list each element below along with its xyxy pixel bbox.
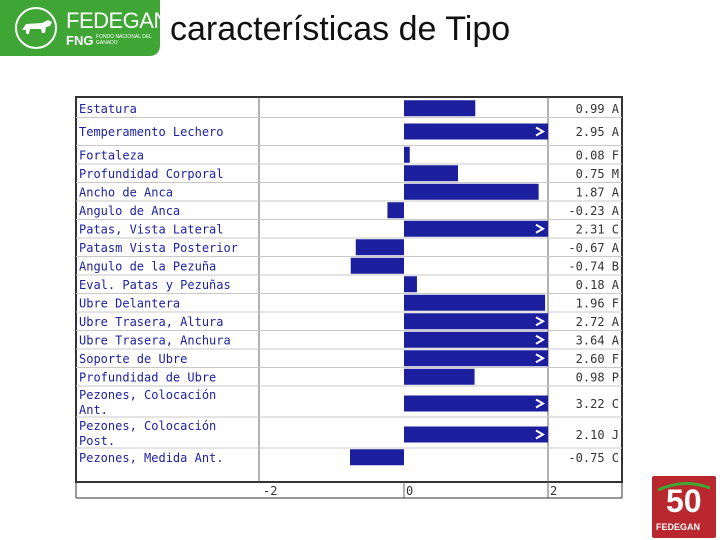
row-value: -0.67 A xyxy=(568,241,619,255)
row-label: Estatura xyxy=(79,102,137,116)
row-value: 0.98 P xyxy=(576,370,619,384)
row-value: 1.87 A xyxy=(576,185,620,199)
row-value: 2.60 F xyxy=(576,352,619,366)
bar xyxy=(404,350,548,367)
anniversary-number: 50 xyxy=(666,483,702,519)
row-label: Profundidad Corporal xyxy=(79,167,224,181)
logo-brand-text: FEDEGAN xyxy=(66,8,169,33)
chart-frame xyxy=(75,96,623,483)
overflow-arrow-icon xyxy=(535,126,546,137)
fedegan-logo: FEDEGAN FNG FONDO NACIONAL DEL GANADO xyxy=(0,0,169,56)
row-label: Fortaleza xyxy=(79,148,144,162)
bar xyxy=(355,239,404,256)
page-title: características de Tipo xyxy=(170,10,511,48)
bar xyxy=(350,257,404,274)
row-value: 3.22 C xyxy=(576,397,619,411)
overflow-arrow-icon xyxy=(535,223,546,234)
row-label: Patas, Vista Lateral xyxy=(79,222,224,236)
overflow-arrow-icon xyxy=(535,316,546,327)
row-value: 0.75 M xyxy=(576,167,619,181)
overflow-arrow-icon xyxy=(535,353,546,364)
anniversary-swoosh xyxy=(657,482,711,492)
row-label: Profundidad de Ubre xyxy=(79,370,216,384)
row-value: 2.10 J xyxy=(576,428,619,442)
row-value: 2.31 C xyxy=(576,222,619,236)
anniversary-logo: 50 FEDEGAN xyxy=(652,476,716,538)
bar xyxy=(404,313,548,330)
bar xyxy=(404,123,548,140)
bar xyxy=(404,368,475,385)
row-label: Eval. Patas y Pezuñas xyxy=(79,278,231,292)
bar xyxy=(404,100,476,117)
bar xyxy=(404,395,548,412)
x-tick-label: -2 xyxy=(263,484,277,498)
anniversary-text: FEDEGAN xyxy=(656,522,701,532)
row-label: Ubre Trasera, Anchura xyxy=(79,333,231,347)
bar xyxy=(404,276,417,293)
bar xyxy=(350,449,404,466)
bar xyxy=(404,220,548,237)
bar xyxy=(404,183,539,200)
logo-sub-small-text: FONDO NACIONAL DEL GANADO xyxy=(96,34,152,46)
bar xyxy=(404,331,548,348)
row-label: Pezones, Medida Ant. xyxy=(79,451,224,465)
row-label: Angulo de Anca xyxy=(79,204,180,218)
bar xyxy=(404,146,410,163)
row-label: Ubre Delantera xyxy=(79,296,180,310)
row-value: -0.74 B xyxy=(568,259,619,273)
row-value: 0.99 A xyxy=(576,102,620,116)
overflow-arrow-icon xyxy=(535,398,546,409)
row-value: -0.75 C xyxy=(568,451,619,465)
row-value: 2.95 A xyxy=(576,125,620,139)
row-label: Ancho de Anca xyxy=(79,185,173,199)
row-value: 1.96 F xyxy=(576,296,619,310)
overflow-arrow-icon xyxy=(535,334,546,345)
x-tick-label: 0 xyxy=(406,484,413,498)
overflow-arrow-icon xyxy=(535,429,546,440)
row-label: Pezones, Colocación Post. xyxy=(79,419,216,448)
row-value: 0.08 F xyxy=(576,148,619,162)
row-value: -0.23 A xyxy=(568,204,619,218)
row-label: Angulo de la Pezuña xyxy=(79,259,216,273)
row-label: Pezones, Colocación Ant. xyxy=(79,388,216,417)
bar xyxy=(387,202,404,219)
x-tick-label: 2 xyxy=(550,484,557,498)
row-label: Soporte de Ubre xyxy=(79,352,187,366)
row-value: 0.18 A xyxy=(576,278,620,292)
row-value: 2.72 A xyxy=(576,315,620,329)
row-label: Ubre Trasera, Altura xyxy=(79,315,224,329)
bar xyxy=(404,165,458,182)
row-label: Temperamento Lechero xyxy=(79,125,224,139)
row-value: 3.64 A xyxy=(576,333,620,347)
bar xyxy=(404,294,546,311)
bar xyxy=(404,426,548,443)
cow-icon xyxy=(12,6,60,50)
logo-sub-text: FNG xyxy=(66,33,94,48)
row-label: Patasm Vista Posterior xyxy=(79,241,238,255)
